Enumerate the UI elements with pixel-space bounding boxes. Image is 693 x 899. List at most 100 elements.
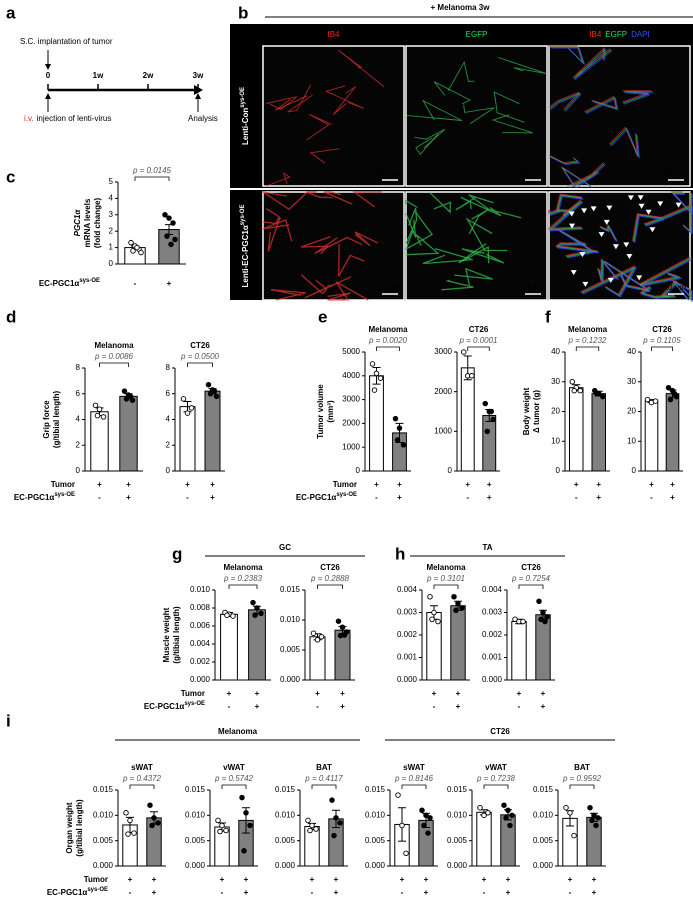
fiber-edge: [640, 286, 675, 298]
group-sign: -: [575, 493, 578, 502]
y-tick-label: 4: [109, 194, 114, 203]
y-tick-label: 0.005: [365, 836, 386, 845]
fiber-edge: [454, 267, 493, 286]
data-point: [100, 414, 107, 420]
fiber-edge: [335, 281, 369, 301]
data-point: [571, 387, 578, 394]
group-sign: +: [310, 875, 315, 884]
y-tick-label: 0.002: [397, 630, 418, 639]
arrow-marker: [638, 203, 645, 209]
micrograph: [548, 45, 691, 187]
p-value: p = 0.1232: [567, 336, 607, 345]
significance-bracket: [433, 584, 459, 589]
label-sup: sys-OE: [240, 205, 246, 226]
data-point: [230, 613, 236, 619]
y-tick-label: 0: [76, 466, 81, 475]
label-sup: sys-OE: [87, 887, 108, 893]
data-point: [435, 618, 441, 625]
data-point: [481, 812, 487, 819]
data-point: [307, 827, 313, 834]
fiber-edge: [266, 172, 291, 187]
arrow-marker: [579, 252, 586, 258]
data-point: [431, 609, 437, 616]
row-label: Tumor: [84, 875, 108, 884]
y-tick-label: 0.015: [275, 785, 296, 794]
p-value: p = 0.5742: [214, 774, 254, 783]
fiber-edge: [573, 48, 612, 80]
column-word: DAPI: [631, 30, 650, 39]
data-point: [127, 817, 133, 824]
fiber-edge: [429, 191, 452, 214]
data-point: [138, 249, 144, 256]
group-sign: -: [401, 888, 404, 897]
significance-bracket: [311, 784, 337, 789]
y-tick-label: 0: [556, 466, 561, 475]
panel-label: f: [545, 307, 551, 326]
fiber-edge: [433, 81, 472, 105]
data-point: [512, 616, 518, 623]
group-sign: +: [456, 702, 461, 711]
fiber-edge: [550, 210, 562, 216]
column-word: EGFP: [466, 30, 488, 39]
bar: [309, 636, 326, 681]
data-point: [318, 634, 325, 640]
fiber-edge: [493, 91, 525, 123]
label: EC-PGC1αsys-OE: [144, 701, 205, 712]
data-point: [501, 802, 507, 808]
data-point: [587, 804, 593, 811]
y-tick-label: 5000: [342, 347, 360, 356]
y-tick-label: 0.000: [365, 861, 386, 870]
data-point: [130, 248, 136, 254]
y-tick-label: 0.006: [190, 621, 211, 630]
y-tick-label: 20: [627, 407, 636, 416]
data-point: [461, 349, 467, 355]
label: 3w: [193, 71, 204, 80]
data-point: [258, 610, 264, 617]
data-point: [563, 804, 569, 811]
significance-bracket: [187, 362, 213, 367]
bar: [511, 621, 527, 681]
y-tick-label: 0.003: [397, 608, 418, 617]
label: EC-PGC1αsys-OE: [47, 887, 108, 898]
arrow-marker: [623, 242, 630, 248]
data-point: [421, 822, 427, 829]
group-sign: +: [126, 493, 131, 502]
y-tick-label: 0.000: [397, 675, 418, 684]
y-tick-label: 0.005: [275, 836, 296, 845]
fiber-edge: [324, 85, 364, 109]
significance-bracket: [569, 784, 595, 789]
group-sign: +: [592, 875, 597, 884]
data-point: [243, 810, 249, 816]
scale-label: 20 µm: [664, 283, 687, 292]
data-point: [215, 817, 221, 824]
group-sign: +: [482, 875, 487, 884]
group-sign: +: [506, 888, 511, 897]
significance-bracket: [228, 584, 258, 589]
scale-label: 20 µm: [521, 283, 544, 292]
fiber-edge: [550, 156, 581, 166]
group-sign: +: [596, 480, 601, 489]
fiber-edge: [332, 86, 356, 116]
y-tick-label: 0.000: [533, 861, 554, 870]
row-label: Tumor: [333, 480, 357, 489]
p-value: p = 0.0145: [132, 166, 172, 175]
label: EC-PGC1αsys-OE: [296, 492, 357, 503]
label-main: Lenti-Con: [241, 108, 250, 145]
fiber-edge: [267, 217, 282, 252]
group-sign: -: [228, 702, 231, 711]
data-point: [123, 396, 130, 402]
label-main: Lenti-EC-PGC1α: [241, 225, 250, 287]
fiber-edge: [586, 97, 619, 115]
fiber-edge: [406, 99, 463, 121]
data-point: [392, 415, 399, 422]
data-point: [147, 802, 153, 808]
data-point: [217, 828, 223, 835]
label: S.C. implantation of tumor: [20, 37, 113, 46]
group-sign: +: [255, 689, 260, 698]
label: injection of lenti-virus: [37, 114, 112, 123]
data-point: [394, 437, 401, 443]
fiber-edge: [463, 104, 495, 124]
data-point: [542, 618, 548, 625]
data-point: [507, 822, 513, 829]
chart-title: sWAT: [131, 763, 153, 772]
